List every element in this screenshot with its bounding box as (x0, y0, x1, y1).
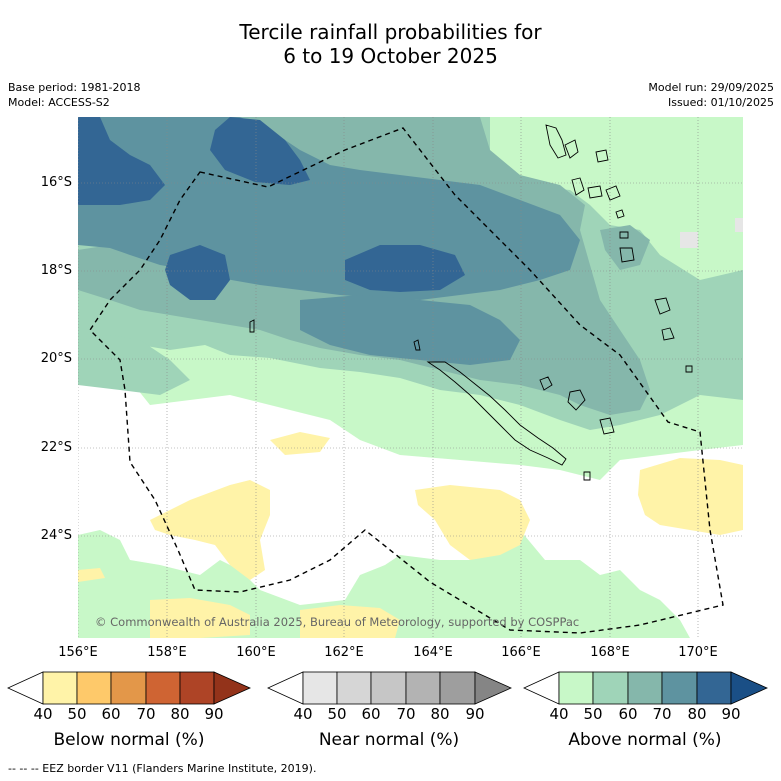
lat-label-20s: 20°S (40, 351, 72, 366)
below-tick-40: 40 (33, 705, 53, 723)
meta-left: Base period: 1981-2018 Model: ACCESS-S2 (8, 80, 140, 110)
vanuatu-islands (545, 124, 675, 341)
colorbar-below (7, 671, 251, 705)
above-tick-60: 60 (618, 705, 638, 723)
title-line-2: 6 to 19 October 2025 (283, 44, 498, 68)
above-tick-50: 50 (583, 705, 603, 723)
below-40-patch-2 (150, 480, 270, 580)
near-swatch-3 (370, 671, 407, 705)
near-40-patch (680, 232, 698, 248)
colorbar-above (523, 671, 768, 705)
lon-label-160e: 160°E (236, 645, 276, 660)
above-80-west-center (165, 245, 230, 300)
base-period: Base period: 1981-2018 (8, 81, 141, 94)
near-tick-60: 60 (361, 705, 381, 723)
above-tick-90: 90 (721, 705, 741, 723)
above-normal-title: Above normal (%) (568, 730, 722, 750)
above-swatch-3 (627, 671, 663, 705)
above-swatch-5 (696, 671, 732, 705)
lon-label-156e: 156°E (58, 645, 98, 660)
issued-date: Issued: 01/10/2025 (667, 96, 774, 109)
near-40-patch-edge (735, 218, 743, 232)
below-40-patch-6 (150, 598, 250, 638)
below-extend-low (7, 671, 44, 705)
map-title: Tercile rainfall probabilities for 6 to … (0, 20, 781, 68)
below-swatch-4 (145, 671, 181, 705)
above-extend-low (523, 671, 560, 705)
below-tick-50: 50 (67, 705, 87, 723)
near-swatch-2 (336, 671, 372, 705)
model-run: Model run: 29/09/2025 (648, 81, 774, 94)
above-80-north (210, 117, 310, 185)
title-line-1: Tercile rainfall probabilities for (239, 20, 542, 44)
near-normal-title: Near normal (%) (318, 730, 460, 750)
below-normal-title: Below normal (%) (53, 730, 205, 750)
eez-border (89, 127, 724, 634)
model-name: Model: ACCESS-S2 (8, 96, 110, 109)
above-swatch-2 (592, 671, 629, 705)
below-40-patch-7 (300, 605, 400, 638)
lon-label-168e: 168°E (590, 645, 630, 660)
near-swatch-4 (405, 671, 441, 705)
lat-label-22s: 22°S (40, 440, 72, 455)
near-tick-50: 50 (327, 705, 347, 723)
above-70-center (300, 295, 520, 365)
below-40-patch-5 (78, 568, 105, 582)
near-tick-80: 80 (430, 705, 450, 723)
above-swatch-1 (558, 671, 594, 705)
above-60-right (600, 225, 650, 270)
above-tick-70: 70 (652, 705, 672, 723)
near-extend-low (267, 671, 304, 705)
below-tick-90: 90 (204, 705, 224, 723)
below-extend-high (213, 671, 251, 705)
near-swatch-5 (439, 671, 476, 705)
below-40-patch-1 (270, 432, 330, 455)
above-tick-80: 80 (687, 705, 707, 723)
below-swatch-5 (179, 671, 215, 705)
colorbars (7, 671, 768, 705)
near-tick-70: 70 (396, 705, 416, 723)
below-40-patch-3 (415, 485, 530, 560)
above-extend-high (730, 671, 768, 705)
near-swatch-1 (302, 671, 338, 705)
lon-label-162e: 162°E (324, 645, 364, 660)
below-swatch-1 (42, 671, 78, 705)
above-80-center (345, 245, 465, 292)
small-islands (249, 319, 693, 481)
near-tick-90: 90 (465, 705, 485, 723)
probability-map: © Commonwealth of Australia 2025, Bureau… (78, 117, 743, 638)
lon-label-158e: 158°E (147, 645, 187, 660)
lat-label-24s: 24°S (40, 528, 72, 543)
below-swatch-2 (76, 671, 112, 705)
below-40-patch-4 (638, 458, 743, 535)
below-swatch-3 (110, 671, 147, 705)
above-tick-40: 40 (549, 705, 569, 723)
eez-legend: -- -- -- EEZ border V11 (Flanders Marine… (8, 762, 317, 775)
lon-label-164e: 164°E (413, 645, 453, 660)
below-tick-60: 60 (101, 705, 121, 723)
lat-label-16s: 16°S (40, 175, 72, 190)
copyright-text: © Commonwealth of Australia 2025, Bureau… (95, 615, 579, 629)
loyalty-islands (539, 376, 615, 435)
lon-label-166e: 166°E (501, 645, 541, 660)
lat-label-18s: 18°S (40, 263, 72, 278)
colorbar-near (267, 671, 512, 705)
below-tick-70: 70 (136, 705, 156, 723)
new-caledonia-island (426, 361, 567, 466)
meta-right: Model run: 29/09/2025 Issued: 01/10/2025 (648, 80, 774, 110)
above-swatch-4 (661, 671, 698, 705)
below-tick-80: 80 (170, 705, 190, 723)
above-50-west (78, 335, 190, 395)
lon-label-170e: 170°E (678, 645, 718, 660)
near-tick-40: 40 (293, 705, 313, 723)
near-extend-high (474, 671, 512, 705)
